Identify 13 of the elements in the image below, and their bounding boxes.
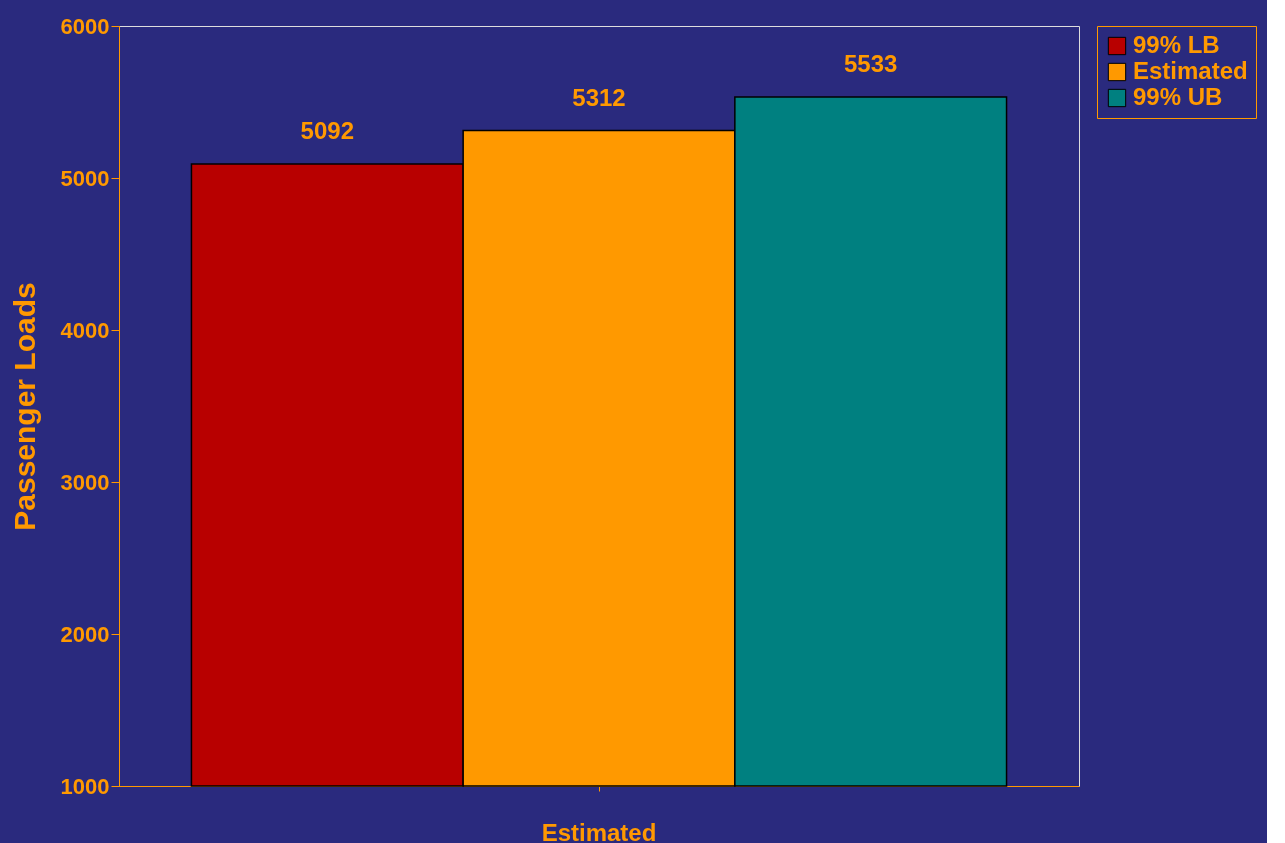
y-tick-label: 2000 <box>60 621 110 647</box>
data-label: 5533 <box>844 49 898 77</box>
y-tick-label: 5000 <box>60 165 110 191</box>
legend-label: Estimated <box>1133 57 1248 84</box>
y-tick-label: 3000 <box>60 469 110 495</box>
y-tick-label: 6000 <box>60 13 110 39</box>
legend-label: 99% LB <box>1133 31 1220 58</box>
data-label: 5092 <box>300 117 354 145</box>
y-axis-title: Passenger Loads <box>7 282 41 531</box>
legend-label: 99% UB <box>1133 83 1223 110</box>
y-tick-label: 4000 <box>60 317 110 343</box>
data-label: 5312 <box>572 83 626 111</box>
y-tick-label: 1000 <box>60 773 110 799</box>
